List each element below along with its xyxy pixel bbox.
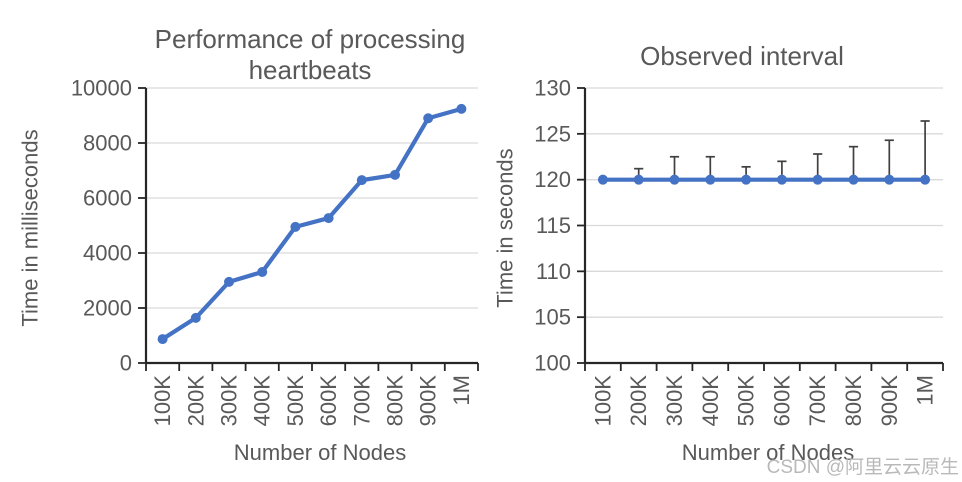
heartbeats-y-tick-label: 2000 (83, 296, 132, 321)
heartbeats-x-tick-label: 1M (449, 375, 474, 406)
observed-interval-x-tick-label: 100K (590, 375, 615, 427)
observed-interval-x-tick-label: 400K (698, 375, 723, 427)
heartbeats-x-tick-label: 200K (183, 375, 208, 427)
heartbeats-x-tick-label: 600K (316, 375, 341, 427)
heartbeats-x-axis-title: Number of Nodes (233, 440, 407, 465)
observed-interval-data-point-marker (597, 174, 608, 185)
heartbeats-y-tick-label: 8000 (83, 131, 132, 156)
observed-interval-x-tick-label: 1M (913, 375, 938, 406)
observed-interval-y-tick-label: 110 (536, 259, 571, 284)
observed-interval-x-tick-label: 600K (769, 375, 794, 427)
heartbeats-chart-title-line1: Performance of processing (154, 24, 466, 54)
observed-interval-data-point-marker (776, 174, 787, 185)
observed-interval-plot: 100 105 110 115 120 125 130 100K 200K 300K 400K 500… (534, 76, 944, 427)
heartbeats-data-point-marker (323, 213, 334, 224)
heartbeats-data-point-marker (157, 334, 168, 345)
heartbeats-x-tick-label: 100K (150, 375, 175, 427)
heartbeats-x-tick-label: 900K (416, 375, 441, 427)
observed-interval-data-point-marker (669, 174, 680, 185)
observed-interval-y-tick-label: 125 (534, 121, 571, 146)
heartbeats-y-tick-label: 0 (120, 351, 132, 376)
observed-interval-y-tick-label: 105 (534, 305, 571, 330)
heartbeats-y-tick-label: 6000 (83, 186, 132, 211)
observed-interval-data-point-marker (812, 174, 823, 185)
observed-interval-y-tick-label: 130 (534, 76, 571, 101)
heartbeats-data-point-marker (290, 221, 301, 232)
heartbeats-data-point-marker (456, 103, 467, 114)
observed-interval-y-axis-title: Time in seconds (493, 148, 518, 307)
heartbeats-data-point-marker (356, 175, 367, 186)
observed-interval-chart-title: Observed interval (640, 41, 844, 72)
observed-interval-data-point-marker (705, 174, 716, 185)
observed-interval-data-point-marker (884, 174, 895, 185)
observed-interval-x-tick-label: 700K (805, 375, 830, 427)
observed-interval-y-tick-label: 115 (536, 213, 571, 238)
observed-interval-x-axis-title: Number of Nodes (681, 440, 855, 465)
observed-interval-data-point-marker (741, 174, 752, 185)
observed-interval-x-tick-label: 500K (734, 375, 759, 427)
heartbeats-chart-title-line2: heartbeats (248, 54, 372, 85)
heartbeats-data-point-marker (224, 276, 234, 287)
observed-interval-x-tick-label: 300K (662, 375, 687, 427)
heartbeats-x-tick-label: 300K (217, 375, 242, 427)
heartbeats-data-point-marker (390, 169, 400, 180)
heartbeats-series-line (160, 106, 464, 342)
heartbeats-plot: 0 2000 4000 6000 8000 10000 100K 200K 300K 400K 50… (71, 76, 479, 427)
observed-interval-x-tick-label: 200K (626, 375, 651, 427)
heartbeats-y-tick-label: 4000 (83, 241, 132, 266)
observed-interval-x-tick-label: 800K (841, 375, 866, 427)
observed-interval-chart-title-line1: Observed interval (640, 41, 844, 71)
observed-interval-x-tick-label: 900K (877, 375, 902, 427)
heartbeats-x-tick-label: 700K (349, 375, 374, 427)
observed-interval-data-point-marker (848, 174, 859, 185)
csdn-watermark: CSDN @阿里云云原生 (766, 457, 959, 478)
heartbeats-data-point-marker (423, 113, 434, 124)
heartbeats-x-tick-label: 400K (250, 375, 275, 427)
heartbeats-data-point-marker (257, 266, 268, 277)
heartbeats-chart-title: Performance of processing heartbeats (155, 24, 466, 85)
heartbeats-y-tick-label: 10000 (71, 76, 132, 101)
observed-interval-y-tick-label: 100 (534, 351, 571, 376)
heartbeats-x-tick-label: 800K (383, 375, 408, 427)
heartbeats-data-point-marker (190, 312, 201, 323)
heartbeats-x-tick-label: 500K (283, 375, 308, 427)
observed-interval-y-tick-label: 120 (534, 167, 571, 192)
observed-interval-data-point-marker (633, 174, 644, 185)
heartbeats-y-axis-title: Time in milliseconds (18, 129, 43, 326)
observed-interval-data-point-marker (920, 174, 931, 185)
